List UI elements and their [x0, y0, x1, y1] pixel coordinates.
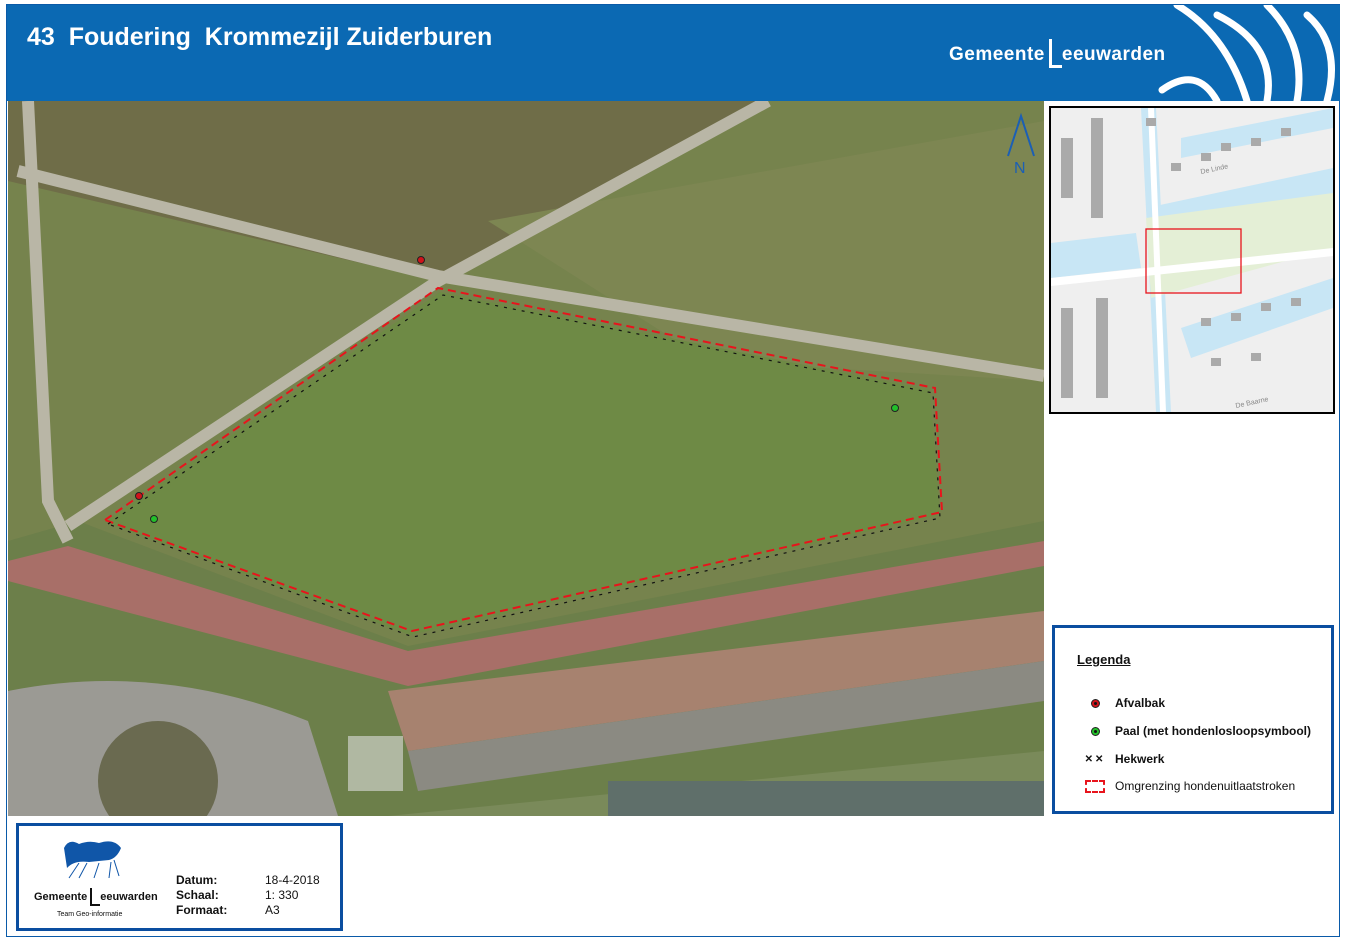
pole-marker[interactable] [150, 515, 158, 523]
brand-logo: Gemeente eeuwarden [949, 39, 1166, 68]
lion-logo-icon [64, 841, 121, 879]
page-title: 43 Foudering Krommezijl Zuiderburen [27, 23, 493, 51]
team-name: Team Geo-informatie [57, 911, 123, 918]
waste-bin-marker[interactable] [135, 492, 143, 500]
dog-area-boundary [102, 286, 944, 633]
red-dot-icon [1090, 698, 1100, 708]
legend-item-paal: Paal (met hondenlosloopsymbool) [1075, 722, 1311, 740]
fence-cross-icon: ✕✕ [1084, 753, 1106, 765]
pole-marker[interactable] [891, 404, 899, 412]
legend-title: Legenda [1077, 652, 1131, 667]
svg-text:N: N [1014, 160, 1026, 177]
green-dot-icon [1090, 726, 1100, 736]
wave-decoration-icon [1158, 5, 1335, 101]
red-dashed-box-icon [1085, 779, 1105, 793]
aerial-map[interactable]: N [8, 101, 1044, 816]
page-frame [6, 4, 1340, 937]
legend: Legenda Afvalbak Paal (met hondenlosloop… [1052, 625, 1334, 814]
map-extent-box [1145, 228, 1242, 294]
legend-item-hekwerk: ✕✕ Hekwerk [1075, 750, 1165, 768]
legend-item-afvalbak: Afvalbak [1075, 694, 1165, 712]
overview-map: De Linde De Baarne [1049, 106, 1335, 414]
map-canvas: N [8, 101, 1044, 816]
org-name: Gemeente eeuwarden [34, 888, 158, 906]
map-metadata: Datum: 18-4-2018 Schaal: 1: 330 Formaat: A3 [176, 873, 320, 917]
header: 43 Foudering Krommezijl Zuiderburen Geme… [7, 5, 1340, 101]
north-arrow-icon: N [1007, 112, 1035, 177]
legend-item-omgrenzing: Omgrenzing hondenuitlaatstroken [1075, 777, 1295, 795]
title-block: Gemeente eeuwarden Team Geo-informatie Da… [16, 823, 343, 931]
waste-bin-marker[interactable] [417, 256, 425, 264]
